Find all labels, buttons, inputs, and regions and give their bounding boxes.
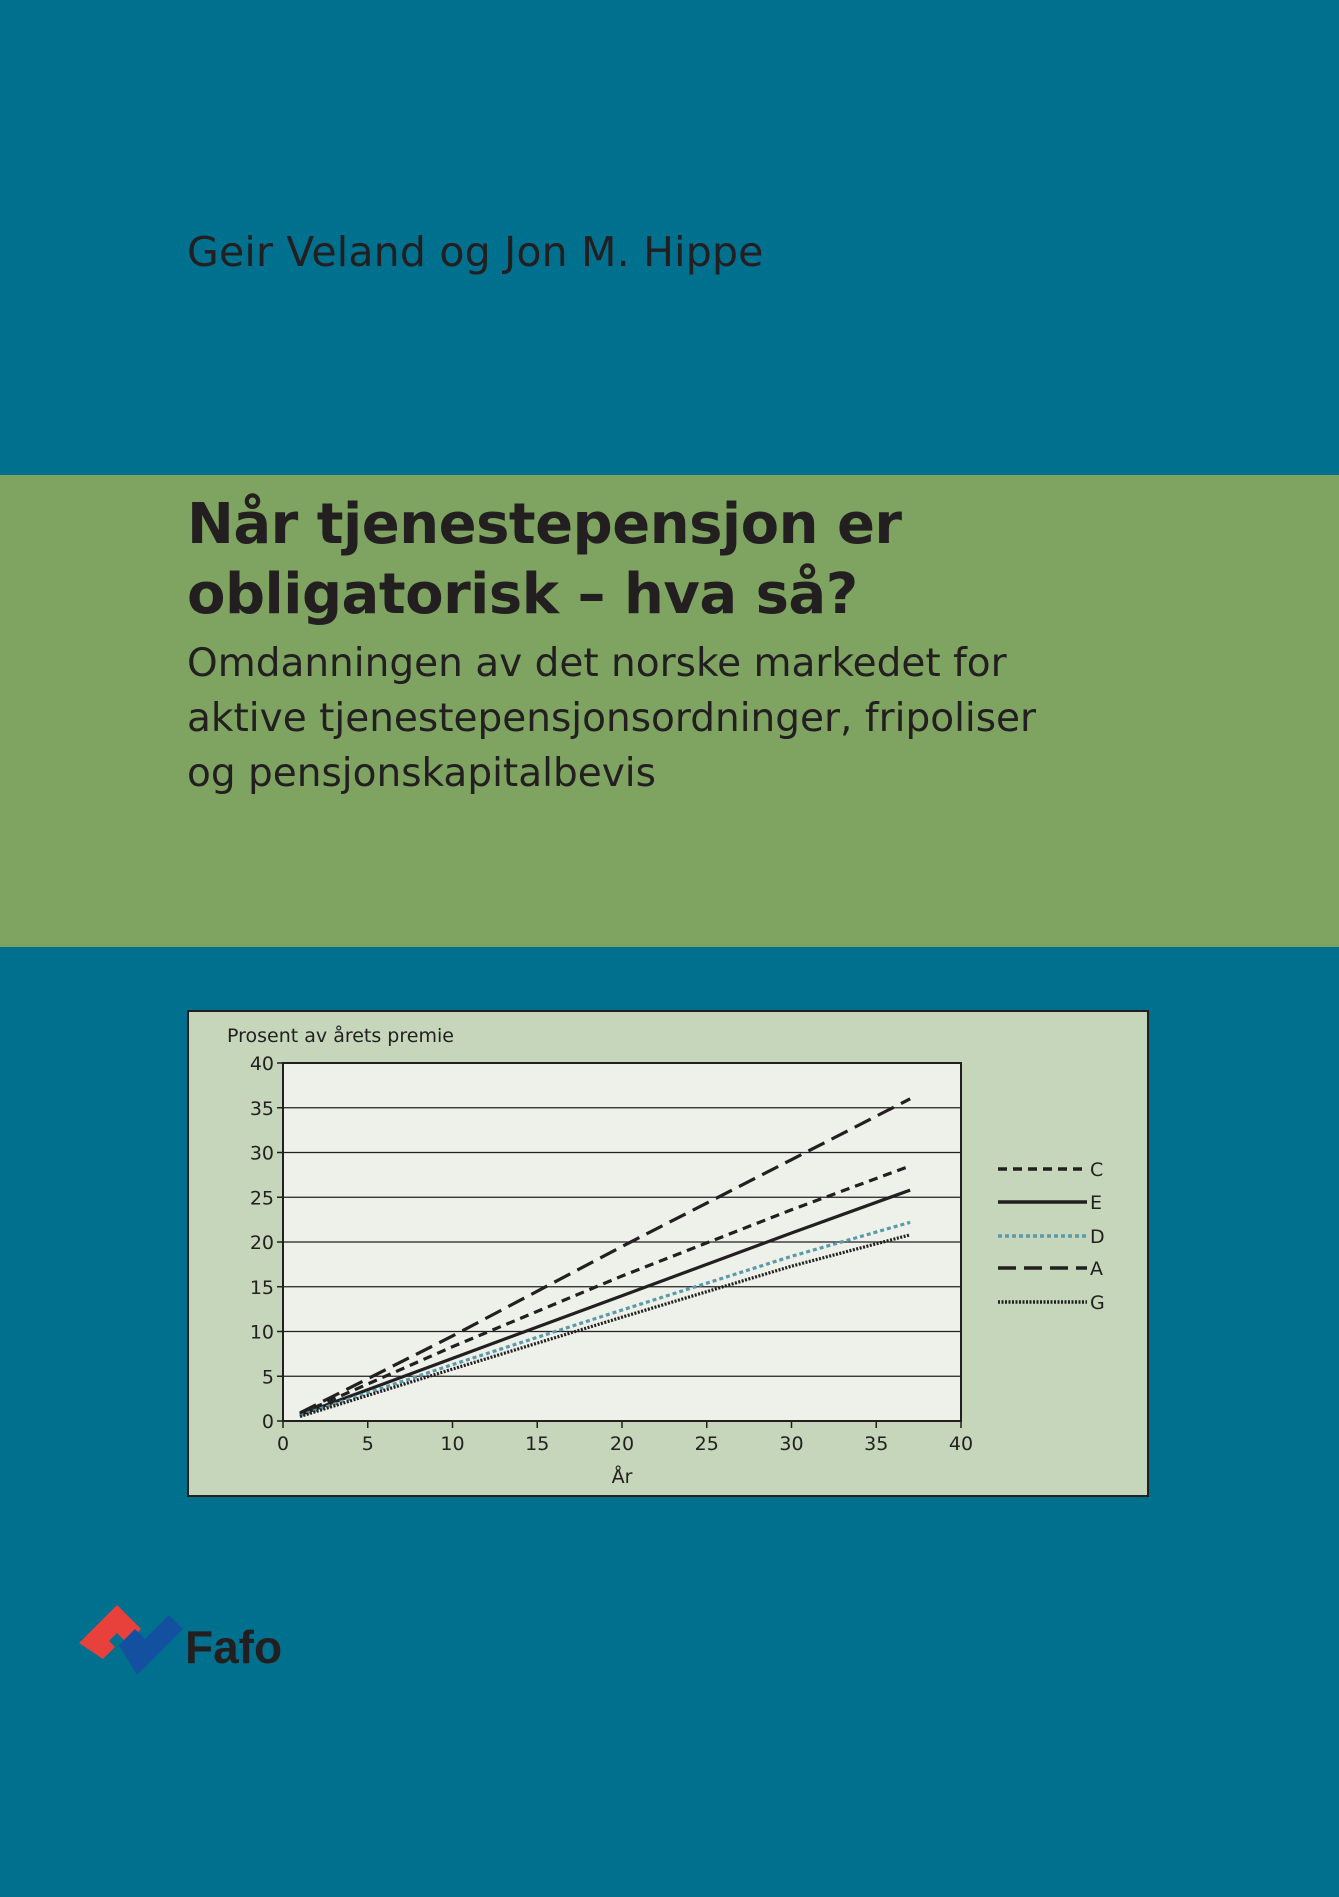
- x-tick-label: 30: [779, 1433, 803, 1455]
- legend-label-G: G: [1090, 1292, 1105, 1314]
- subtitle-line: Omdanningen av det norske markedet for: [187, 641, 1007, 686]
- legend-label-D: D: [1090, 1226, 1105, 1248]
- x-tick-label: 20: [610, 1433, 634, 1455]
- series-line-C: [299, 1164, 911, 1416]
- series-line-D: [299, 1220, 911, 1418]
- legend-label-C: C: [1090, 1159, 1103, 1181]
- x-tick-label: 35: [864, 1433, 888, 1455]
- y-tick-label: 35: [250, 1098, 274, 1120]
- subtitle-line: og pensjonskapitalbevis: [187, 751, 656, 796]
- series-line-E: [299, 1188, 911, 1417]
- x-tick-label: 15: [525, 1433, 549, 1455]
- line-chart: 0 5 10 15 20 25 30 35 40 0 5 10 15 20 25 30 35 40 Prosent …: [227, 1024, 1105, 1488]
- authors: Geir Veland og Jon M. Hippe: [187, 228, 764, 276]
- title-line: obligatorisk – hva så?: [187, 562, 858, 627]
- y-tick-label: 0: [262, 1411, 274, 1433]
- y-axis-label: Prosent av årets premie: [227, 1024, 454, 1047]
- y-tick-label: 25: [250, 1187, 274, 1209]
- series-line-A: [299, 1097, 911, 1415]
- x-axis-label: År: [612, 1465, 633, 1488]
- legend-label-A: A: [1090, 1258, 1103, 1280]
- subtitle-line: aktive tjenestepensjonsordninger, fripol…: [187, 696, 1037, 741]
- y-tick-label: 15: [250, 1277, 274, 1299]
- x-tick-label: 10: [440, 1433, 464, 1455]
- y-tick-label: 5: [262, 1366, 274, 1388]
- title-band: [0, 475, 1339, 947]
- x-tick-label: 0: [277, 1433, 289, 1455]
- series-line-G: [299, 1233, 911, 1419]
- y-tick-label: 30: [250, 1143, 274, 1165]
- y-tick-label: 40: [250, 1053, 274, 1075]
- logo-mark-icon: [79, 1605, 183, 1675]
- chart-panel: 0 5 10 15 20 25 30 35 40 0 5 10 15 20 25 30 35 40 Prosent …: [187, 1010, 1149, 1497]
- book-subtitle: Omdanningen av det norske markedet for a…: [187, 636, 1036, 801]
- x-tick-label: 40: [949, 1433, 973, 1455]
- publisher-name: Fafo: [185, 1621, 282, 1673]
- x-tick-label: 5: [362, 1433, 374, 1455]
- legend-label-E: E: [1090, 1192, 1102, 1214]
- book-title: Når tjenestepensjon er obligatorisk – hv…: [187, 490, 902, 630]
- title-line: Når tjenestepensjon er: [187, 492, 902, 557]
- x-tick-label: 25: [695, 1433, 719, 1455]
- y-tick-label: 20: [250, 1232, 274, 1254]
- y-tick-label: 10: [250, 1322, 274, 1344]
- fafo-logo: Fafo: [79, 1605, 299, 1684]
